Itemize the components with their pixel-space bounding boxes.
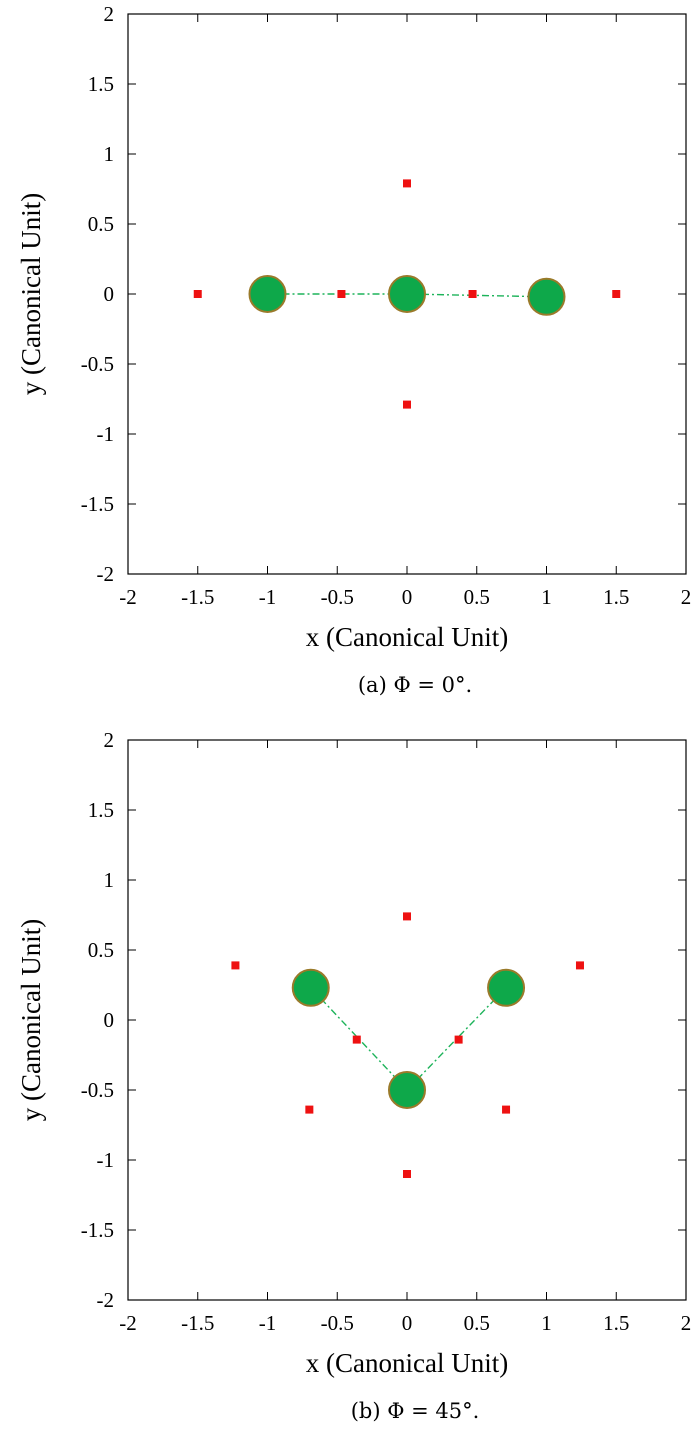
primary-body bbox=[388, 275, 426, 313]
x-tick-label: -2 bbox=[119, 585, 137, 609]
plot-frame bbox=[127, 739, 687, 1301]
equilibrium-point bbox=[352, 1035, 361, 1044]
equilibrium-point bbox=[403, 400, 411, 409]
equilibrium-point bbox=[193, 290, 202, 298]
x-tick-label: -0.5 bbox=[321, 1311, 354, 1335]
x-tick-label: 1.5 bbox=[603, 1311, 629, 1335]
primary-link-line bbox=[406, 293, 547, 298]
x-tick-label: 2 bbox=[681, 1311, 692, 1335]
x-axis-title: x (Canonical Unit) bbox=[306, 1348, 508, 1378]
y-tick-label: -0.5 bbox=[81, 1078, 114, 1102]
y-tick-label: -1 bbox=[97, 1148, 115, 1172]
x-tick-label: -1 bbox=[259, 1311, 277, 1335]
equilibrium-point bbox=[231, 961, 240, 970]
y-tick-label: -2 bbox=[97, 562, 115, 586]
equilibrium-point bbox=[575, 961, 584, 970]
y-tick-label: -1 bbox=[97, 422, 115, 446]
equilibrium-point bbox=[403, 1170, 411, 1178]
y-tick-label: 1 bbox=[104, 868, 115, 892]
y-tick-label: 0 bbox=[104, 1008, 115, 1032]
figure-caption: (b) Φ = 45°. bbox=[351, 1399, 480, 1423]
equilibrium-point bbox=[612, 290, 621, 298]
equilibrium-point bbox=[502, 1105, 511, 1114]
chart-b-svg: -2 -1.5 -1 -0.5 0 0.5 1 1.5 2 -2 -1.5 -1 -0.5 0 0.5 1 1.… bbox=[16, 728, 692, 1423]
equilibrium-point bbox=[468, 290, 477, 298]
x-tick-label: 0.5 bbox=[464, 1311, 490, 1335]
equilibrium-point bbox=[403, 912, 411, 921]
x-tick-label: 1 bbox=[541, 1311, 552, 1335]
x-tick-label: -1.5 bbox=[181, 1311, 214, 1335]
y-tick-label: 2 bbox=[104, 2, 115, 26]
x-tick-label: -2 bbox=[119, 1311, 137, 1335]
chart-panel-b: -2 -1.5 -1 -0.5 0 0.5 1 1.5 2 -2 -1.5 -1 -0.5 0 0.5 1 1.… bbox=[0, 726, 695, 1452]
x-tick-label: 1.5 bbox=[603, 585, 629, 609]
x-tick-label: -1 bbox=[259, 585, 277, 609]
x-tick-label: -1.5 bbox=[181, 585, 214, 609]
y-tick-label: -0.5 bbox=[81, 352, 114, 376]
x-tick-label: 2 bbox=[681, 585, 692, 609]
x-tick-label: -0.5 bbox=[321, 585, 354, 609]
y-axis-title: y (Canonical Unit) bbox=[16, 193, 46, 395]
chart-panel-a: -2 -1.5 -1 -0.5 0 0.5 1 1.5 2 -2 -1.5 -1 -0.5 0 0.5 1 1.… bbox=[16, 2, 692, 697]
equilibrium-point bbox=[305, 1105, 314, 1114]
primary-body bbox=[487, 968, 526, 1007]
primary-body bbox=[388, 1071, 426, 1109]
x-tick-label: 0.5 bbox=[464, 585, 490, 609]
y-tick-label: 2 bbox=[104, 728, 115, 752]
y-tick-label: 1.5 bbox=[88, 798, 114, 822]
y-tick-label: -1.5 bbox=[81, 1218, 114, 1242]
y-tick-label: 0.5 bbox=[88, 938, 114, 962]
y-tick-label: -1.5 bbox=[81, 492, 114, 516]
y-tick-label: -2 bbox=[97, 1288, 115, 1312]
equilibrium-point bbox=[337, 290, 346, 298]
y-tick-label: 0.5 bbox=[88, 212, 114, 236]
equilibrium-point bbox=[403, 179, 411, 188]
x-tick-label: 1 bbox=[541, 585, 552, 609]
primary-body bbox=[527, 277, 566, 316]
chart-a-svg: -2 -1.5 -1 -0.5 0 0.5 1 1.5 2 -2 -1.5 -1 -0.5 0 0.5 1 1.… bbox=[16, 2, 692, 697]
figure-caption: (a) Φ = 0°. bbox=[358, 673, 472, 697]
x-tick-label: 0 bbox=[402, 585, 413, 609]
primary-body bbox=[291, 968, 330, 1007]
y-axis-title: y (Canonical Unit) bbox=[16, 919, 46, 1121]
primary-body bbox=[248, 275, 287, 313]
x-axis-title: x (Canonical Unit) bbox=[306, 622, 508, 652]
equilibrium-point bbox=[454, 1035, 463, 1044]
y-tick-label: 1 bbox=[104, 142, 115, 166]
y-tick-label: 1.5 bbox=[88, 72, 114, 96]
x-tick-label: 0 bbox=[402, 1311, 413, 1335]
y-tick-label: 0 bbox=[104, 282, 115, 306]
